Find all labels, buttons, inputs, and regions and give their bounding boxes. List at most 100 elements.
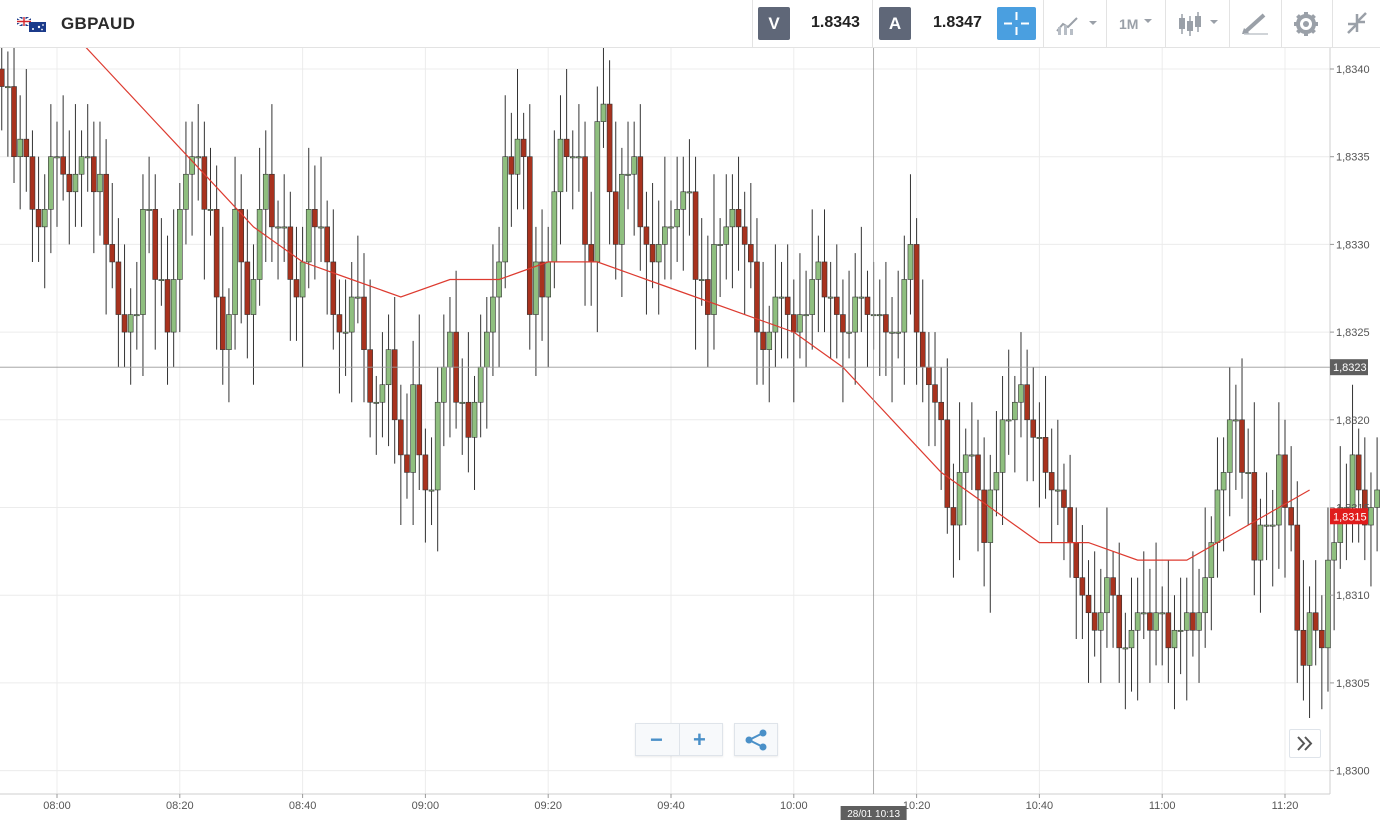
candle-down	[121, 314, 128, 333]
candle-up	[72, 173, 79, 193]
candle-up	[1005, 419, 1012, 422]
candle-up	[1171, 629, 1178, 649]
crosshair-price-label-box	[1330, 359, 1368, 376]
candle-down	[1061, 489, 1067, 508]
candle-up	[1245, 472, 1251, 474]
crosshair-icon	[1004, 12, 1029, 35]
x-tick-label: 10:40	[1026, 800, 1054, 812]
candle-down	[336, 314, 343, 333]
candle-up	[907, 244, 914, 280]
candle-up	[1233, 419, 1239, 422]
drawing-icon	[1242, 13, 1268, 35]
candle-down	[975, 454, 981, 491]
x-tick-label: 09:20	[534, 800, 562, 812]
collapse-button[interactable]	[1332, 0, 1380, 47]
candle-down	[91, 156, 97, 193]
candle-down	[944, 419, 951, 508]
candle-down	[1288, 507, 1294, 526]
candle-up	[318, 226, 324, 229]
line-chart-icon	[1056, 17, 1097, 35]
candle-down	[606, 103, 613, 193]
candle-up	[815, 261, 822, 280]
candle-up	[1257, 524, 1264, 561]
candle-up	[348, 296, 355, 333]
chart-type-dropdown[interactable]	[1043, 0, 1106, 47]
candle-up	[674, 209, 680, 228]
candle-up	[698, 279, 705, 281]
candle-down	[637, 156, 644, 228]
candle-down	[1190, 612, 1196, 631]
candle-up	[686, 191, 693, 194]
candle-down	[164, 279, 171, 333]
chevron-down-icon	[1144, 19, 1152, 23]
x-tick-label: 08:00	[43, 800, 71, 812]
settings-button[interactable]	[1281, 0, 1332, 47]
candle-up	[1128, 629, 1135, 649]
candle-down	[201, 156, 208, 210]
candle-down	[115, 261, 122, 315]
ask-price: 1.8347	[933, 14, 982, 31]
candle-up	[1331, 542, 1337, 561]
y-tick-label: 1,8340	[1336, 64, 1370, 76]
candle-down	[582, 156, 588, 245]
candle-down	[391, 349, 398, 421]
candle-down	[705, 279, 711, 315]
scroll-forward-button[interactable]	[1289, 729, 1321, 758]
candle-up	[772, 296, 779, 333]
x-tick-label: 08:20	[166, 800, 194, 812]
candle-down	[932, 384, 938, 403]
candle-up	[177, 209, 183, 280]
candle-up	[471, 401, 478, 438]
candle-up	[797, 314, 803, 333]
share-button[interactable]	[734, 723, 778, 756]
candle-up	[299, 261, 306, 298]
x-tick-label: 11:20	[1272, 800, 1299, 812]
candle-down	[1319, 629, 1325, 649]
candle-up	[428, 489, 435, 492]
crosshair-button[interactable]	[997, 7, 1036, 40]
timeframe-dropdown[interactable]: 1M	[1106, 0, 1165, 47]
candle-up	[1098, 612, 1104, 631]
zoom-in-button[interactable]: +	[693, 727, 706, 752]
candle-up	[1140, 612, 1147, 615]
instrument-symbol[interactable]: GBPAUD	[61, 14, 136, 33]
candle-up	[41, 209, 48, 228]
candle-up	[901, 279, 908, 333]
y-tick-label: 1,8305	[1336, 678, 1370, 690]
candle-up	[594, 121, 601, 263]
price-chart[interactable]: 1,8340 1,8335 1,8330 1,8325 1,8320 1,8315 1,83…	[0, 48, 1380, 821]
candle-up	[146, 209, 152, 211]
candle-up	[987, 489, 994, 543]
candle-up	[1226, 419, 1233, 473]
candle-down	[981, 489, 987, 543]
candle-down	[926, 366, 932, 386]
candle-down	[244, 261, 251, 315]
candle-down	[821, 261, 828, 298]
candle-up	[717, 244, 723, 246]
candle-up	[305, 209, 312, 263]
candle-up	[569, 156, 576, 159]
zoom-divider	[679, 724, 680, 755]
candle-up	[1269, 524, 1276, 527]
bid-price-panel[interactable]: V 1.8343	[752, 0, 872, 47]
candle-down	[563, 138, 570, 158]
candle-up	[803, 314, 809, 317]
candle-down	[1067, 507, 1073, 543]
ask-price-panel[interactable]: A 1.8347	[872, 0, 994, 47]
candle-up	[250, 279, 257, 315]
candle-up	[668, 226, 674, 229]
candle-down	[398, 419, 404, 456]
candle-up	[631, 156, 637, 175]
top-toolbar: GBPAUD V 1.8343 A 1.8347 1M	[0, 0, 1380, 48]
candle-down	[588, 244, 594, 263]
candle-up	[459, 401, 466, 404]
candle-up	[1325, 559, 1331, 649]
candle-up	[256, 209, 263, 280]
candle-up	[852, 296, 859, 333]
draw-tool-button[interactable]	[1229, 0, 1281, 47]
candle-down	[520, 138, 527, 158]
zoom-out-button[interactable]: −	[650, 727, 663, 752]
candle-up	[434, 401, 441, 491]
candles-dropdown[interactable]	[1165, 0, 1229, 47]
candle-up	[557, 138, 564, 193]
